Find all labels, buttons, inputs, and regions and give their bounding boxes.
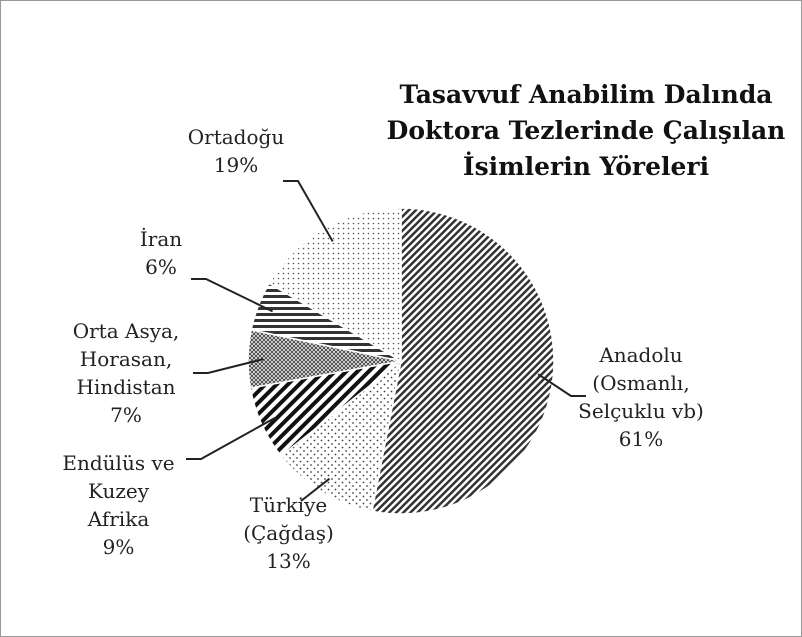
chart-title: Tasavvuf Anabilim Dalında Doktora Tezler…: [386, 80, 786, 181]
category-label: Endülüs ve Kuzey Afrika: [62, 451, 175, 531]
value-label: 6%: [145, 255, 177, 279]
slice-label: Endülüs ve Kuzey Afrika 9%: [56, 449, 181, 561]
category-label: Ortadoğu: [187, 125, 285, 149]
pie-slice: [279, 359, 403, 513]
leader-line: [537, 373, 586, 397]
leader-line: [193, 358, 264, 374]
leader-line: [186, 416, 276, 460]
category-label: Anadolu (Osmanlı, Selçuklu vb): [578, 343, 704, 423]
value-label: 7%: [110, 403, 142, 427]
slice-label: Anadolu (Osmanlı, Selçuklu vb) 61%: [566, 341, 716, 453]
pie-slice: [371, 207, 555, 515]
slice-label: Türkiye (Çağdaş) 13%: [236, 491, 341, 575]
slice-label: İran 6%: [111, 225, 211, 281]
slice-label: Orta Asya, Horasan, Hindistan 7%: [61, 317, 191, 429]
leader-line: [300, 477, 331, 502]
category-label: İran: [139, 227, 183, 251]
value-label: 13%: [266, 549, 311, 573]
category-label: Türkiye (Çağdaş): [243, 493, 334, 545]
value-label: 9%: [102, 535, 135, 559]
value-label: 19%: [213, 153, 259, 177]
slice-label: Ortadoğu 19%: [176, 123, 296, 179]
category-label: Orta Asya, Horasan, Hindistan: [72, 319, 180, 399]
value-label: 61%: [618, 427, 664, 451]
leader-line: [283, 180, 334, 242]
leader-line: [191, 278, 273, 313]
